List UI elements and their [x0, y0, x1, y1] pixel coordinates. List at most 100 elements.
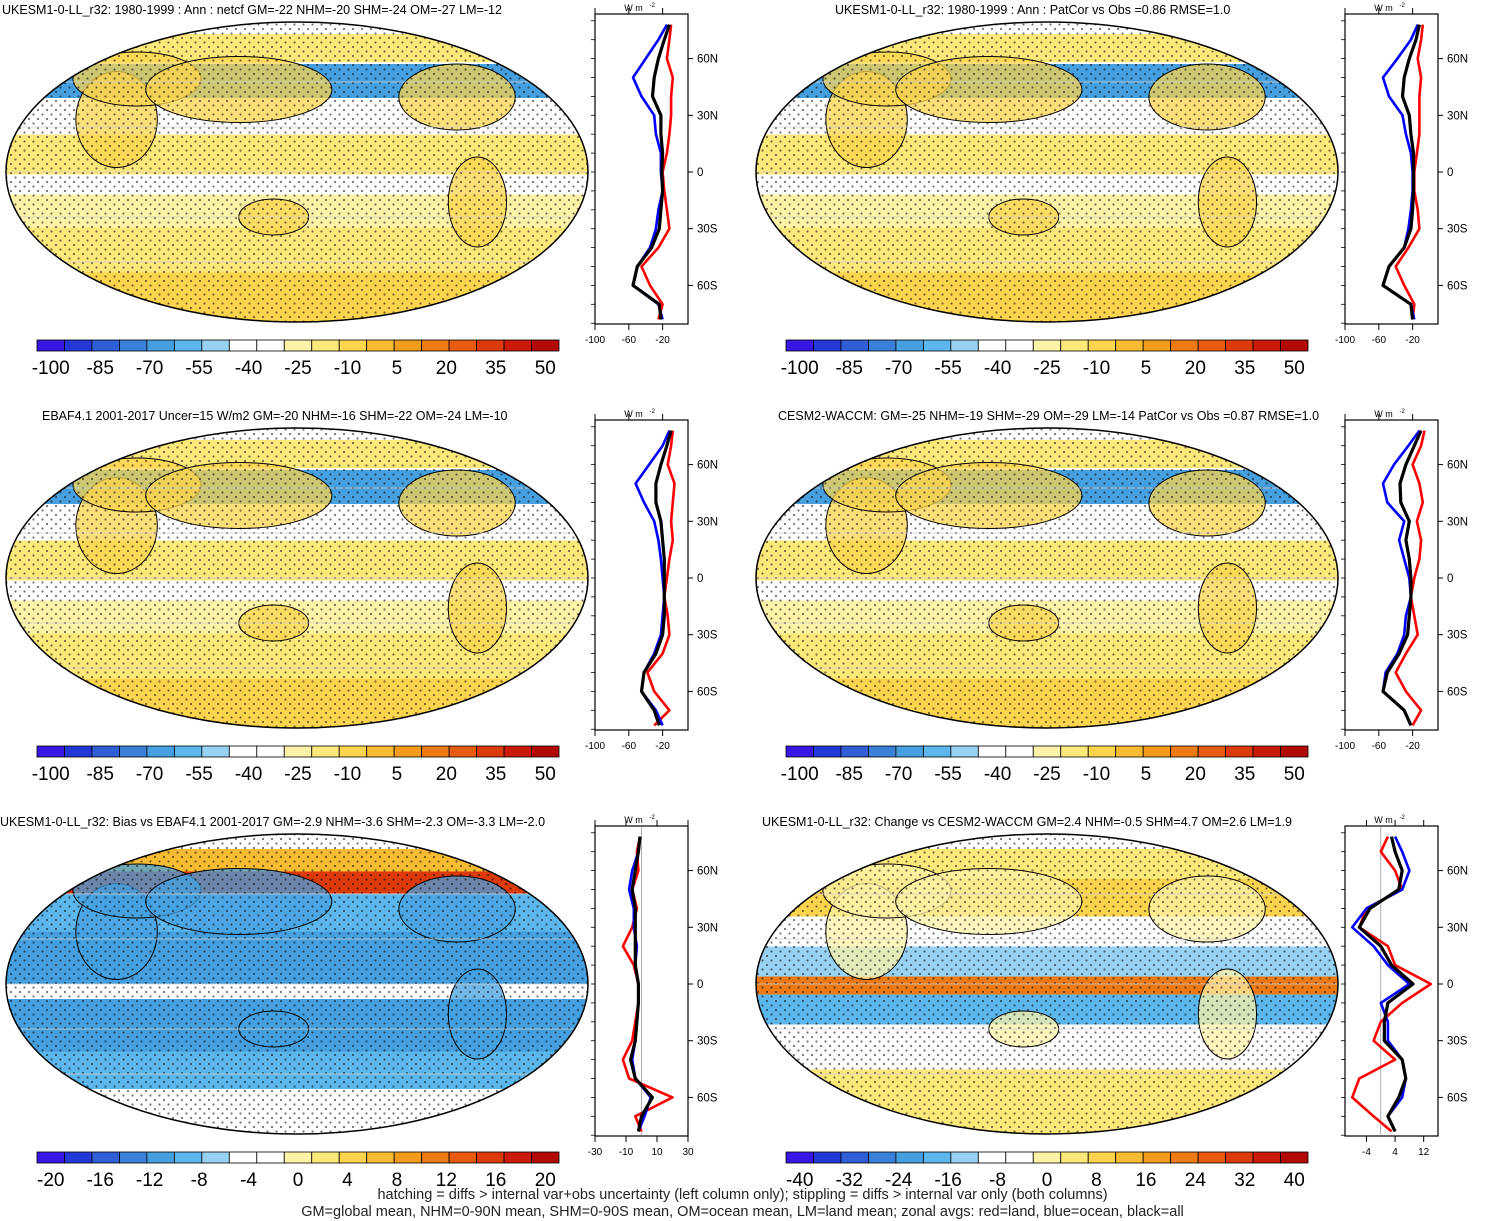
- colorbar-box: [228, 339, 258, 352]
- colorbar-label: 35: [1234, 764, 1255, 785]
- colorbar-box: [1087, 1151, 1117, 1164]
- map-panel-1: [6, 22, 588, 322]
- zonal-x-tick-label: 4: [1392, 1147, 1398, 1158]
- colorbar-label: 24: [1185, 1170, 1207, 1191]
- colorbar-label: -8: [989, 1170, 1006, 1191]
- colorbar-label: -12: [136, 1170, 163, 1191]
- lat-tick-label: 30N: [697, 516, 718, 528]
- lat-tick-label: 30S: [1447, 224, 1468, 236]
- colorbar-box: [977, 1151, 1007, 1164]
- colorbar-box: [1087, 745, 1117, 758]
- colorbar-box: [476, 339, 505, 352]
- colorbar-box: [421, 1151, 450, 1164]
- colorbar-label: -10: [334, 764, 361, 785]
- colorbar-box: [311, 339, 340, 352]
- colorbar-box: [1142, 745, 1172, 758]
- colorbar-box: [228, 745, 258, 758]
- zonal-panel-6: W m -2 60N 30N 0 30S 60S -4 4 12: [1341, 815, 1468, 1158]
- zonal-x-tick-label: -100: [585, 335, 605, 346]
- lat-tick-label: 30S: [1447, 630, 1468, 642]
- colorbar-label: 16: [485, 1170, 506, 1191]
- zonal-x-tick-label: 30: [682, 1147, 694, 1158]
- colorbar-box: [201, 745, 230, 758]
- zonal-x-tick-label: -20: [655, 335, 670, 346]
- panel-title-3: EBAF4.1 2001-2017 Uncer=15 W/m2 GM=-20 N…: [42, 409, 508, 423]
- colorbar-label: 5: [1141, 764, 1152, 785]
- colorbar-box: [840, 745, 869, 758]
- map-outline-2: [755, 21, 1339, 323]
- colorbar-box: [1060, 1151, 1089, 1164]
- colorbar-label: 20: [1185, 358, 1206, 379]
- colorbar-box: [840, 339, 869, 352]
- colorbar-5: -20 -16 -12 -8 -4 0 4 8 12 16 20: [36, 1151, 560, 1191]
- colorbar-label: -100: [32, 358, 70, 379]
- colorbar-box: [36, 1151, 65, 1164]
- colorbar-box: [173, 745, 203, 758]
- colorbar-box: [950, 745, 979, 758]
- colorbar-box: [868, 339, 897, 352]
- colorbar-box: [813, 339, 842, 352]
- zonal-unit-sup: -2: [650, 3, 656, 9]
- zonal-panel-1: W m -2 60N 30N 0 30S 60S -100 -60 -20: [585, 3, 718, 346]
- zonal-x-tick-label: -100: [1335, 335, 1355, 346]
- map-outline-4: [755, 427, 1339, 729]
- colorbar-box: [448, 1151, 477, 1164]
- colorbar-box: [1005, 1151, 1034, 1164]
- colorbar-box: [421, 745, 450, 758]
- colorbar-box: [256, 339, 285, 352]
- colorbar-label: 0: [1042, 1170, 1053, 1191]
- colorbar-label: -24: [885, 1170, 913, 1191]
- colorbar-label: 8: [1091, 1170, 1102, 1191]
- colorbar-label: 35: [485, 358, 506, 379]
- zonal-unit-label: W m: [1374, 409, 1393, 419]
- zonal-unit-sup: -2: [650, 409, 656, 415]
- colorbar-label: -100: [781, 358, 819, 379]
- colorbar-label: -55: [185, 764, 212, 785]
- colorbar-box: [201, 1151, 230, 1164]
- colorbar-label: 35: [1234, 358, 1255, 379]
- colorbar-label: -100: [32, 764, 70, 785]
- colorbar-box: [950, 1151, 979, 1164]
- colorbar-label: -25: [1033, 764, 1060, 785]
- colorbar-box: [785, 745, 814, 758]
- map-outline-1: [5, 21, 589, 323]
- colorbar-3: -100 -85 -70 -55 -40 -25 -10 5 20 35 50: [32, 745, 560, 785]
- colorbar-box: [1252, 339, 1281, 352]
- colorbar-label: 20: [436, 764, 457, 785]
- colorbar-box: [421, 339, 450, 352]
- colorbar-label: -10: [1083, 358, 1110, 379]
- colorbar-label: -16: [934, 1170, 961, 1191]
- colorbar-label: 4: [342, 1170, 353, 1191]
- zonal-line-all: [631, 24, 671, 320]
- map-panel-4: [756, 428, 1338, 728]
- colorbar-label: 50: [535, 764, 556, 785]
- colorbar-box: [503, 339, 532, 352]
- colorbar-box: [64, 339, 93, 352]
- colorbar-label: 35: [485, 764, 506, 785]
- zonal-x-tick-label: -60: [622, 335, 637, 346]
- colorbar-label: 8: [392, 1170, 403, 1191]
- colorbar-label: -70: [136, 358, 163, 379]
- colorbar-box: [338, 745, 368, 758]
- zonal-unit-sup: -2: [650, 815, 656, 821]
- zonal-line-all: [628, 836, 655, 1132]
- zonal-x-tick-label: -30: [588, 1147, 603, 1158]
- colorbar-box: [1032, 745, 1062, 758]
- colorbar-box: [977, 339, 1007, 352]
- colorbar-box: [1142, 339, 1172, 352]
- map-outline-6: [755, 833, 1339, 1135]
- colorbar-box: [228, 1151, 258, 1164]
- colorbar-box: [1032, 1151, 1062, 1164]
- colorbar-box: [448, 339, 477, 352]
- zonal-x-tick-label: 10: [651, 1147, 663, 1158]
- colorbar-box: [1252, 1151, 1281, 1164]
- lat-tick-label: 30S: [697, 224, 718, 236]
- colorbar-box: [840, 1151, 869, 1164]
- zonal-unit-sup: -2: [1400, 3, 1406, 9]
- colorbar-box: [91, 1151, 120, 1164]
- zonal-unit-label: W m: [1374, 815, 1393, 825]
- colorbar-box: [895, 1151, 924, 1164]
- colorbar-box: [950, 339, 979, 352]
- footnote-line-2: GM=global mean, NHM=0-90N mean, SHM=0-90…: [301, 1204, 1184, 1220]
- zonal-x-tick-label: -10: [619, 1147, 634, 1158]
